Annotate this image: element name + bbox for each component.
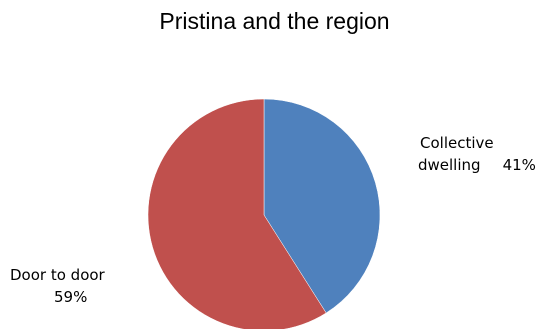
slice-label-collective-dwelling: Collective dwelling 41% (418, 132, 548, 176)
slice-label-door-to-door: Door to door 59% (10, 264, 160, 308)
slice-label-text: Door to door (10, 266, 105, 284)
slice-label-text: dwelling (418, 156, 481, 174)
slice-label-text: Collective (420, 134, 494, 152)
chart-title: Pristina and the region (159, 8, 390, 34)
pie-slice-door-to-door (147, 98, 327, 329)
slice-percent-label: 41% (502, 156, 536, 174)
slice-percent-label: 59% (54, 288, 88, 306)
pie-slice-collective-dwelling (263, 98, 381, 314)
